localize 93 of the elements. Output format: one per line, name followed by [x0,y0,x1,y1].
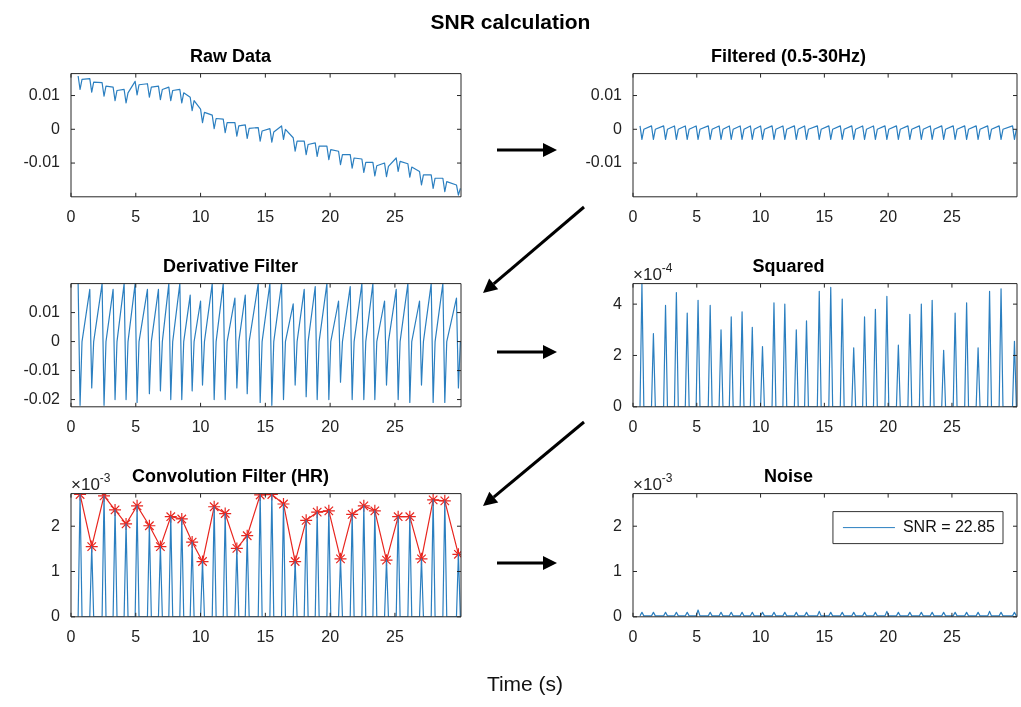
y-tick-label: 0.01 [28,85,61,103]
x-tick-label: 10 [191,417,210,435]
point [130,499,144,513]
x-tick-label: 25 [943,417,961,435]
x-tick-label: 20 [321,627,340,645]
point [218,506,232,521]
x-tick-label: 5 [692,207,702,225]
x-tick-label: 5 [131,417,141,435]
y-tick-label: 0 [51,607,61,625]
y-tick-label: 0 [51,119,61,137]
point [333,552,348,566]
x-tick-label: 20 [879,417,898,435]
x-tick-label: 5 [692,417,702,435]
x-tick-label: 10 [191,627,210,645]
x-tick-label: 20 [321,417,340,435]
point [276,497,291,511]
point [119,517,133,531]
point [142,519,156,533]
y-tick-label: 0 [613,397,623,415]
y-tick-label: 0 [613,119,623,137]
point [207,500,221,514]
x-tick-label: 20 [879,207,898,225]
point [414,552,429,566]
y-tick-label: 0.01 [28,302,61,320]
point [345,507,359,522]
y-tick-label: 2 [613,345,623,363]
y-tick-label: 0 [51,331,61,349]
x-tick-label: 15 [815,207,834,225]
point [164,510,178,524]
point [426,493,440,507]
chart-title: Derivative Filter [162,255,299,276]
x-tick-label: 0 [66,627,76,645]
y-tick-label: -0.02 [23,389,61,407]
x-tick-label: 0 [628,207,638,225]
point [379,553,394,567]
x-tick-label: 20 [879,627,898,645]
chart-title: Convolution Filter (HR) [132,465,329,486]
point [391,510,405,524]
x-tick-label: 25 [386,417,404,435]
chart-title: Noise [763,465,814,486]
point [322,504,336,518]
point [299,513,313,527]
x-tick-label: 0 [66,207,76,225]
text: Time (s) [485,672,565,696]
x-tick-label: 15 [256,627,275,645]
x-tick-label: 0 [66,417,76,435]
point [240,529,254,543]
point [310,505,324,519]
x-tick-label: 25 [386,627,404,645]
y-tick-label: 1 [613,561,623,579]
point [108,503,122,517]
x-tick-label: 10 [751,417,770,435]
x-tick-label: 5 [131,627,141,645]
x-tick-label: 0 [628,627,638,645]
y-tick-label: 2 [51,516,61,534]
x-tick-label: 15 [815,627,834,645]
point [288,554,302,569]
legend-label: SNR = 22.85 [902,518,996,536]
point [368,504,382,518]
y-tick-label: -0.01 [585,153,623,171]
x-tick-label: 25 [943,207,961,225]
point [153,539,167,554]
y-tick-label: 2 [613,516,623,534]
y-tick-label: 0 [613,607,623,625]
x-tick-label: 10 [751,207,770,225]
x-tick-label: 10 [191,207,210,225]
x-tick-label: 15 [256,207,275,225]
y-tick-label: -0.01 [23,360,61,378]
y-tick-label: 4 [613,294,623,312]
chart-title: Squared [752,255,825,276]
point [175,512,189,526]
y-tick-label: 1 [51,561,61,579]
point [185,535,199,549]
x-tick-label: 25 [943,627,961,645]
x-tick-label: 20 [321,207,340,225]
point [195,554,210,569]
x-tick-label: 5 [692,627,702,645]
x-tick-label: 5 [131,207,141,225]
text: SNR calculation [429,10,592,34]
x-tick-label: 10 [751,627,770,645]
x-tick-label: 25 [386,207,404,225]
y-tick-label: 0.01 [590,85,623,103]
point [85,539,99,554]
point [230,541,244,556]
x-tick-label: 15 [256,417,275,435]
point [403,510,417,524]
x-tick-label: 15 [815,417,834,435]
chart-title: Filtered (0.5-30Hz) [710,45,867,66]
y-tick-label: -0.01 [23,153,61,171]
point [357,499,371,513]
point [438,494,452,508]
chart-title: Raw Data [189,45,272,66]
x-tick-label: 0 [628,417,638,435]
